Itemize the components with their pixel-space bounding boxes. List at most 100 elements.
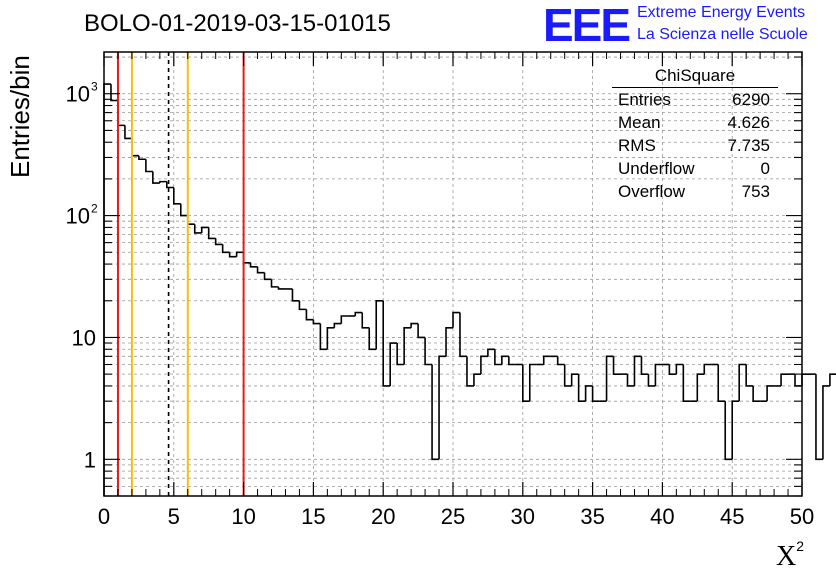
histogram-bin: [605, 355, 614, 402]
histogram-bin: [780, 373, 789, 386]
marker-lines: [116, 52, 245, 496]
histogram-bin: [173, 187, 181, 205]
histogram-bin: [110, 84, 118, 102]
stats-value: 753: [741, 182, 770, 201]
histogram-bin: [717, 364, 726, 402]
histogram-bin: [542, 355, 551, 365]
histogram-bin: [145, 159, 153, 173]
histogram-bin: [577, 374, 586, 402]
histogram-bin: [396, 343, 405, 366]
y-axis-label: Entries/bin: [5, 55, 35, 178]
histogram-bin: [570, 373, 579, 386]
x-axis-label-main: X: [775, 541, 797, 572]
stats-value: 7.735: [727, 136, 770, 155]
histogram-bin: [214, 238, 223, 246]
histogram-bin: [494, 349, 502, 366]
histogram-bin: [829, 373, 836, 386]
stats-row-mean: Mean 4.626: [612, 113, 778, 136]
x-axis-label-sup: 2: [796, 538, 804, 554]
histogram-bin: [375, 299, 384, 350]
stats-title: ChiSquare: [612, 66, 778, 88]
x-tick-label: 25: [441, 504, 465, 529]
histogram-bin: [675, 363, 684, 375]
stats-label: Overflow: [618, 182, 686, 201]
x-axis-label: X2: [776, 538, 804, 573]
histogram-bin: [179, 203, 188, 217]
histogram-bin: [277, 286, 286, 290]
histogram-bin: [668, 364, 677, 375]
histogram-bin: [522, 364, 530, 402]
stats-row-entries: Entries 6290: [612, 90, 778, 113]
histogram-bin: [528, 363, 537, 402]
x-tick-label: 5: [168, 504, 180, 529]
x-tick-label: 40: [650, 504, 674, 529]
histogram-bin: [403, 327, 412, 365]
y-tick-label: 10: [66, 82, 90, 107]
histogram-bin: [368, 327, 377, 351]
stats-row-underflow: Underflow 0: [612, 159, 778, 182]
y-tick-label: 1: [84, 447, 96, 472]
histogram-bin: [724, 401, 733, 461]
y-tick-exponent: 2: [91, 202, 98, 216]
stats-label: RMS: [618, 136, 656, 155]
eee-logo: EEE Extreme Energy Events La Scienza nel…: [543, 0, 833, 51]
x-tick-label: 0: [98, 504, 110, 529]
x-tick-label: 45: [720, 504, 744, 529]
histogram-bin: [263, 272, 272, 281]
x-tick-label: 30: [511, 504, 535, 529]
histogram-bin: [326, 327, 335, 350]
histogram-bin: [424, 337, 433, 366]
stats-value: 4.626: [727, 113, 770, 132]
histogram-bin: [480, 355, 488, 375]
x-tick-label: 10: [231, 504, 255, 529]
histogram-bin: [312, 319, 321, 325]
histogram-bin: [333, 322, 342, 328]
histogram-bin: [124, 125, 132, 140]
histogram-bin: [584, 385, 593, 402]
histogram-bin: [389, 342, 398, 386]
histogram-bin: [354, 311, 363, 316]
histogram-bin: [473, 373, 481, 386]
histogram-bin: [417, 323, 426, 339]
histogram-bin: [270, 279, 279, 288]
histogram-bin: [291, 288, 300, 302]
grid-lines: [104, 52, 802, 497]
histogram-bin: [591, 385, 600, 402]
histogram-bin: [508, 356, 516, 366]
histogram-bin: [152, 171, 160, 184]
histogram-bin: [193, 224, 202, 234]
histogram-bin: [815, 374, 823, 461]
histogram-bin: [682, 364, 691, 402]
histogram-bin: [242, 252, 251, 264]
stats-value: 0: [760, 159, 770, 178]
histogram-bin: [431, 364, 440, 461]
histogram-bin: [207, 227, 216, 240]
histogram-bin: [738, 363, 747, 402]
histogram-bin: [159, 180, 167, 184]
logo-line-1: Extreme Energy Events: [637, 4, 806, 21]
histogram-bin: [731, 400, 740, 460]
histogram-bin: [256, 266, 265, 274]
histogram-bin: [138, 155, 146, 161]
histogram-bin: [556, 356, 565, 366]
histogram-bin: [745, 364, 754, 387]
stats-label: Underflow: [618, 159, 695, 178]
logo-mark: EEE: [543, 0, 631, 51]
histogram-bin: [563, 364, 572, 387]
y-tick-exponent: 3: [91, 80, 98, 94]
histogram-bin: [166, 181, 174, 189]
histogram-bin: [612, 356, 621, 375]
x-tick-label: 20: [371, 504, 395, 529]
stats-row-rms: RMS 7.735: [612, 136, 778, 159]
histogram-bin: [228, 252, 237, 258]
histogram-bin: [298, 300, 307, 311]
histogram-bin: [654, 363, 663, 386]
stats-row-overflow: Overflow 753: [612, 182, 778, 205]
histogram-bin: [445, 327, 453, 357]
histogram-bin: [633, 355, 642, 386]
histogram-bin: [103, 83, 111, 496]
histogram-bin: [249, 262, 258, 268]
x-tick-labels: 0 5 10 15 20 25 30 35 40 45 50: [98, 504, 814, 529]
